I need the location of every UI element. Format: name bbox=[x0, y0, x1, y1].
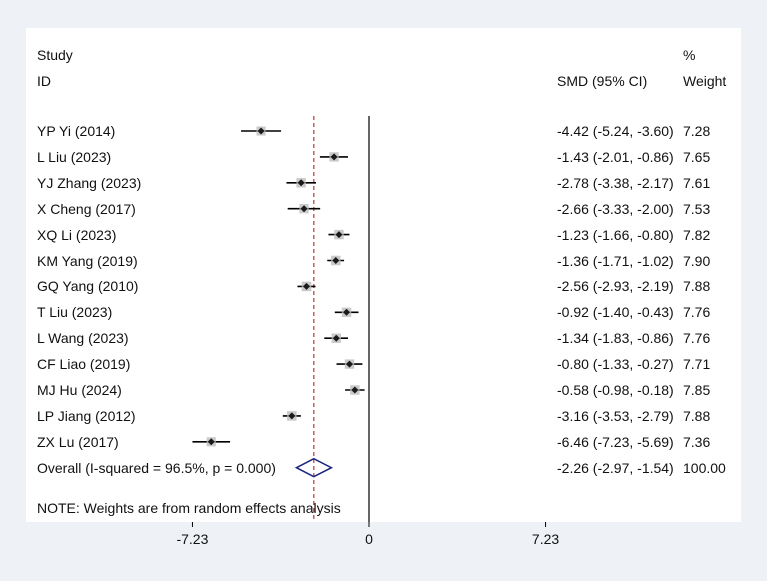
study-ci-text: -1.23 (-1.66, -0.80) bbox=[557, 226, 674, 243]
forest-plot-panel bbox=[26, 28, 741, 522]
study-point-estimate bbox=[343, 308, 351, 316]
study-weight: 7.28 bbox=[683, 123, 711, 139]
study-label: XQ Li (2023) bbox=[37, 226, 117, 243]
study-label: L Liu (2023) bbox=[37, 148, 112, 165]
study-weight: 7.76 bbox=[683, 304, 711, 321]
overall-label: Overall (I-squared = 96.5%, p = 0.000) bbox=[37, 459, 276, 476]
study-weight: 7.85 bbox=[683, 382, 711, 398]
x-tick-label: -7.23 bbox=[176, 531, 208, 547]
overall-ci-text: -2.26 (-2.97, -1.54) bbox=[557, 459, 674, 476]
study-point-estimate bbox=[297, 179, 305, 187]
id-header: ID bbox=[37, 73, 51, 89]
study-weight: 7.82 bbox=[683, 226, 711, 243]
study-ci-text: -1.43 (-2.01, -0.86) bbox=[557, 148, 674, 165]
study-weight: 7.88 bbox=[683, 278, 711, 295]
study-ci-text: -0.92 (-1.40, -0.43) bbox=[557, 304, 674, 321]
study-label: L Wang (2023) bbox=[37, 330, 129, 347]
study-point-estimate bbox=[300, 205, 308, 213]
study-label: YJ Zhang (2023) bbox=[37, 174, 142, 191]
study-weight: 7.76 bbox=[683, 330, 711, 347]
study-point-estimate bbox=[332, 334, 340, 342]
x-tick-label: 0 bbox=[365, 531, 373, 547]
effect-header: SMD (95% CI) bbox=[557, 73, 648, 89]
study-weight: 7.90 bbox=[683, 252, 711, 269]
study-ci-text: -4.42 (-5.24, -3.60) bbox=[557, 123, 674, 139]
study-point-estimate bbox=[257, 127, 265, 135]
study-point-estimate bbox=[345, 360, 353, 368]
study-label: YP Yi (2014) bbox=[37, 123, 116, 139]
study-weight: 7.61 bbox=[683, 174, 711, 191]
footnote: NOTE: Weights are from random effects an… bbox=[37, 500, 341, 516]
study-ci-text: -0.58 (-0.98, -0.18) bbox=[557, 382, 674, 398]
study-point-estimate bbox=[302, 282, 310, 290]
study-label: KM Yang (2019) bbox=[37, 252, 138, 269]
study-label: MJ Hu (2024) bbox=[37, 382, 122, 398]
study-weight: 7.71 bbox=[683, 356, 711, 373]
study-point-estimate bbox=[330, 153, 338, 161]
study-label: ZX Lu (2017) bbox=[37, 433, 119, 450]
overall-diamond bbox=[294, 457, 334, 478]
study-ci-text: -0.80 (-1.33, -0.27) bbox=[557, 356, 674, 373]
study-point-estimate bbox=[335, 231, 343, 239]
study-ci-text: -3.16 (-3.53, -2.79) bbox=[557, 407, 674, 424]
study-label: LP Jiang (2012) bbox=[37, 407, 136, 424]
study-label: GQ Yang (2010) bbox=[37, 278, 139, 295]
study-ci-text: -2.78 (-3.38, -2.17) bbox=[557, 174, 674, 191]
study-ci-text: -1.36 (-1.71, -1.02) bbox=[557, 252, 674, 269]
study-ci-text: -2.66 (-3.33, -2.00) bbox=[557, 200, 674, 217]
study-point-estimate bbox=[288, 412, 296, 420]
study-point-estimate bbox=[351, 386, 359, 394]
weight-percent-header: % bbox=[683, 47, 696, 63]
study-ci-text: -2.56 (-2.93, -2.19) bbox=[557, 278, 674, 295]
study-point-estimate bbox=[207, 438, 215, 446]
study-ci-text: -6.46 (-7.23, -5.69) bbox=[557, 433, 674, 450]
study-label: X Cheng (2017) bbox=[37, 200, 136, 217]
x-tick-label: 7.23 bbox=[532, 531, 559, 547]
study-label: T Liu (2023) bbox=[37, 304, 113, 321]
study-weight: 7.65 bbox=[683, 148, 711, 165]
study-header: Study bbox=[37, 47, 73, 63]
weight-header: Weight bbox=[683, 73, 727, 89]
study-weight: 7.88 bbox=[683, 407, 711, 424]
study-weight: 7.53 bbox=[683, 200, 711, 217]
study-ci-text: -1.34 (-1.83, -0.86) bbox=[557, 330, 674, 347]
study-weight: 7.36 bbox=[683, 433, 711, 450]
study-label: CF Liao (2019) bbox=[37, 356, 131, 373]
study-point-estimate bbox=[332, 257, 340, 264]
overall-weight: 100.00 bbox=[683, 459, 726, 476]
